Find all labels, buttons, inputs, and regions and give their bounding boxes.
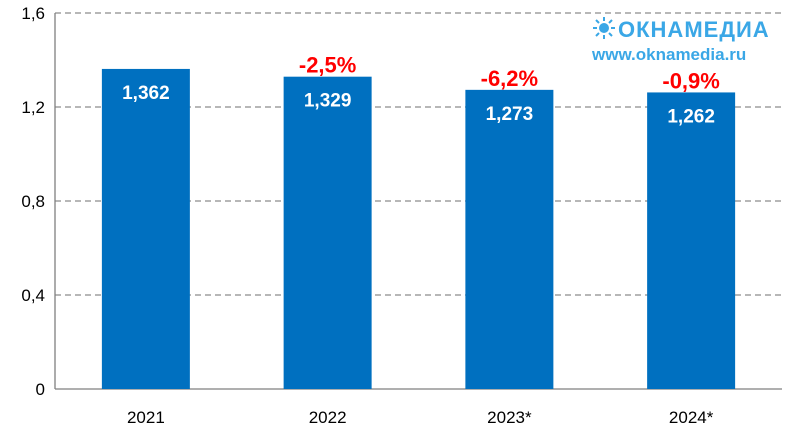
x-tick-label: 2024*	[669, 408, 714, 427]
change-label: -6,2%	[481, 66, 538, 91]
x-tick-label: 2023*	[487, 408, 532, 427]
x-tick-label: 2022	[309, 408, 347, 427]
bar-value-label: 1,273	[486, 104, 534, 125]
y-tick-label: 1,6	[21, 4, 45, 23]
y-tick-label: 0,8	[21, 192, 45, 211]
y-tick-label: 0	[36, 380, 45, 399]
x-tick-label: 2021	[127, 408, 165, 427]
bar-2023-est	[465, 89, 554, 389]
y-tick-label: 1,2	[21, 98, 45, 117]
change-label: -0,9%	[662, 68, 719, 93]
watermark-logo: ОКНАМЕДИА www.oknamedia.ru	[591, 17, 770, 64]
y-tick-label: 0,4	[21, 286, 45, 305]
bar-value-label: 1,362	[122, 83, 170, 104]
watermark-url: www.oknamedia.ru	[591, 45, 746, 64]
bar-2024-est	[647, 92, 736, 390]
bar-2021	[101, 68, 190, 390]
bar-value-label: 1,262	[667, 106, 715, 127]
bars	[101, 68, 736, 390]
bar-2022	[283, 76, 372, 389]
bar-value-label: 1,329	[304, 91, 352, 112]
watermark-brand: ОКНАМЕДИА	[618, 17, 770, 42]
sun-icon	[593, 17, 615, 39]
change-label: -2,5%	[299, 53, 356, 78]
labels: 0 0,4 0,8 1,2 1,6 1,362 2021 1,329 -2,5% 2022 1,27…	[21, 4, 720, 427]
